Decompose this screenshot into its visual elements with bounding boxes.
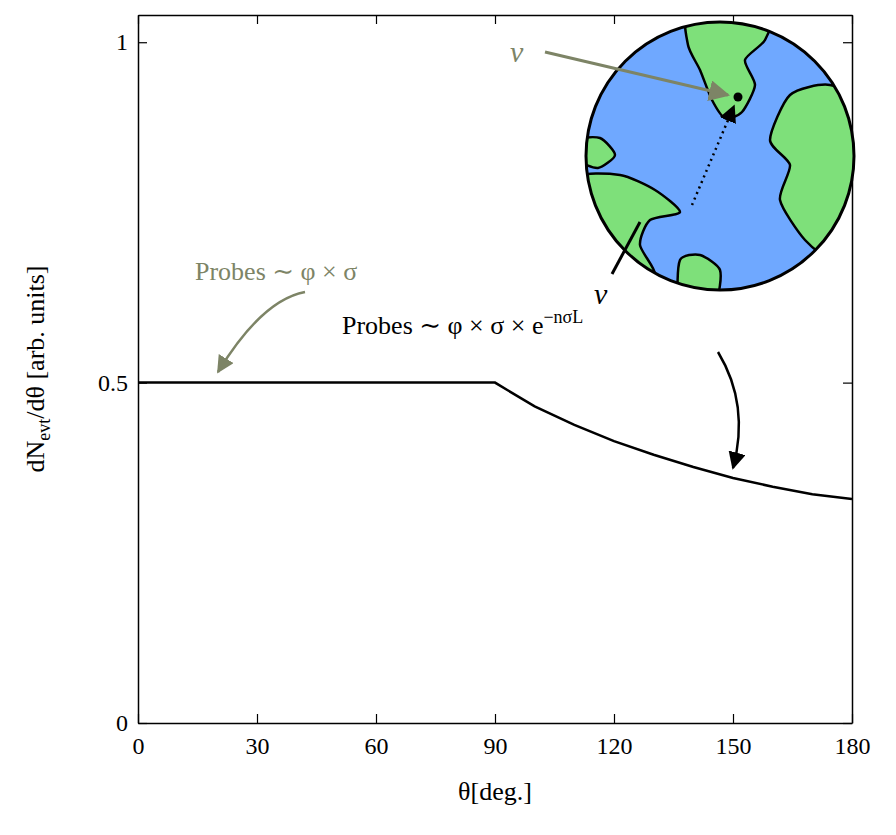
annotation: Probes ∼ φ × σ <box>195 257 357 286</box>
tick-mark <box>614 15 615 24</box>
x-axis: 0 30 60 90 120 150 180 <box>133 714 871 759</box>
x-axis-title: θ[deg.] <box>458 777 532 806</box>
tick-mark <box>138 723 147 724</box>
x-axis <box>139 15 853 24</box>
tick-mark <box>495 15 496 24</box>
tick-mark <box>376 714 377 723</box>
y-axis-title: dNevt/dθ [arb. units] <box>21 265 54 472</box>
y-axis-title-main: dN <box>21 441 50 473</box>
continent <box>574 137 615 168</box>
annotation-main: Probes ∼ φ × σ × e <box>342 311 543 340</box>
neutrino-path <box>692 106 734 205</box>
tick <box>376 15 377 24</box>
detector <box>734 93 743 102</box>
plot-area <box>138 383 852 499</box>
tick-mark <box>843 42 852 43</box>
continent <box>770 85 873 260</box>
tick-label: 60 <box>365 733 389 759</box>
tick-mark <box>257 15 258 24</box>
axis-line <box>852 16 854 724</box>
tick-label: 0 <box>116 710 128 736</box>
tick: 120 <box>597 714 633 759</box>
tick-mark <box>843 383 852 384</box>
tick-label: 0 <box>133 733 145 759</box>
tick: 90 <box>484 714 508 759</box>
tick-label: 90 <box>484 733 508 759</box>
tick-label: 30 <box>246 733 270 759</box>
tick-mark <box>376 15 377 24</box>
continent <box>572 174 680 290</box>
chart: 030609012015018000.51θ[deg.]dNevt/dθ [ar… <box>0 0 896 835</box>
annotation-arrow <box>218 292 305 372</box>
tick-mark <box>733 714 734 723</box>
y-axis-title-sub: evt <box>34 419 54 441</box>
tick <box>843 723 852 724</box>
tick <box>843 383 852 384</box>
tick: 60 <box>365 714 389 759</box>
tick-mark <box>138 42 147 43</box>
tick <box>495 15 496 24</box>
annotation-arrow <box>718 352 739 468</box>
inset-label: ν <box>510 35 524 68</box>
tick-mark <box>614 714 615 723</box>
tick-mark <box>843 723 852 724</box>
y-axis-title-rest: /dθ [arb. units] <box>21 265 50 418</box>
tick-label: 120 <box>597 733 633 759</box>
axis-line <box>138 16 140 724</box>
y-axis: 00.51 <box>98 16 147 737</box>
annotation-superscript: −nσL <box>543 307 583 327</box>
tick: 0 <box>116 710 147 736</box>
tick: 1 <box>116 29 147 55</box>
tick-label: 1 <box>116 29 128 55</box>
earth-outline <box>586 22 854 290</box>
data-line <box>138 383 852 499</box>
tick <box>257 15 258 24</box>
inset-label: ν <box>594 277 608 310</box>
inset-line <box>612 222 640 274</box>
tick-label: 150 <box>716 733 752 759</box>
tick <box>843 42 852 43</box>
annotation: Probes ∼ φ × σ × e−nσL <box>342 307 583 340</box>
tick-label: 180 <box>835 733 871 759</box>
earth-inset <box>572 7 873 303</box>
tick-mark <box>257 714 258 723</box>
tick-mark <box>495 714 496 723</box>
continent <box>678 255 721 304</box>
tick-label: 0.5 <box>98 370 128 396</box>
tick <box>614 15 615 24</box>
tick: 150 <box>716 714 752 759</box>
tick: 30 <box>246 714 270 759</box>
inset-arrow <box>545 52 728 95</box>
